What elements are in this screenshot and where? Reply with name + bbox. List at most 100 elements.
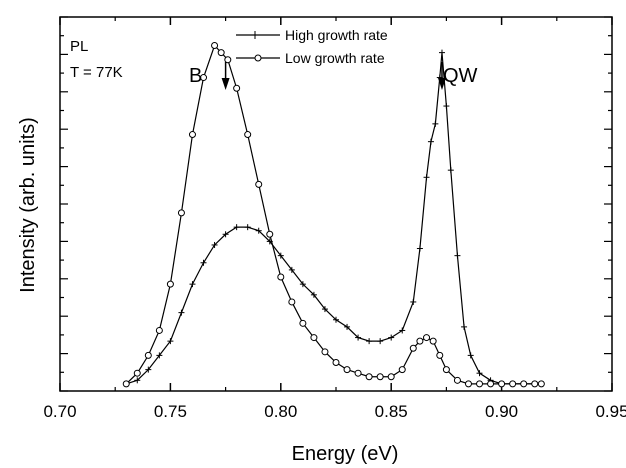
high-growth-rate-point — [476, 370, 483, 377]
annotation-b: B — [189, 65, 202, 87]
high-growth-rate-point — [447, 167, 454, 174]
low-growth-rate-point — [166, 280, 174, 288]
high-growth-rate-point — [145, 366, 152, 373]
low-growth-rate-point — [476, 380, 484, 388]
low-growth-rate-point — [277, 273, 285, 281]
annotation-qw: QW — [443, 65, 478, 87]
high-growth-rate-point — [277, 252, 284, 259]
x-tick-label: 0.80 — [264, 402, 297, 421]
high-growth-rate-point — [189, 281, 196, 288]
high-growth-rate-point — [423, 174, 430, 181]
low-growth-rate-point — [416, 337, 424, 345]
low-growth-rate-point — [520, 380, 528, 388]
low-growth-rate-point — [498, 380, 506, 388]
x-tick-label: 0.75 — [154, 402, 187, 421]
low-growth-rate-point — [509, 380, 517, 388]
high-growth-rate-point — [321, 306, 328, 313]
high-growth-rate-point — [427, 138, 434, 145]
low-growth-rate-point — [133, 369, 141, 377]
low-growth-rate-point — [177, 209, 185, 217]
high-growth-rate-point — [211, 241, 218, 248]
series-low-growth-rate — [122, 41, 545, 388]
low-growth-rate-point — [188, 131, 196, 139]
low-growth-rate-point — [436, 351, 444, 359]
legend: High growth rate Low growth rate — [236, 27, 388, 66]
annotation-arrows — [221, 62, 446, 90]
plot-frame — [59, 16, 613, 392]
low-growth-rate-point — [266, 230, 274, 238]
high-growth-rate-point — [333, 316, 339, 323]
low-growth-rate-point — [387, 373, 395, 381]
low-growth-rate-point — [321, 348, 329, 356]
x-tick-label: 0.85 — [375, 402, 408, 421]
low-growth-rate-point — [255, 180, 263, 188]
high-growth-rate-point — [438, 49, 445, 56]
high-growth-rate-point — [200, 259, 207, 266]
legend-marker-low-growth-rate — [236, 54, 280, 62]
low-growth-rate-point — [343, 366, 351, 374]
low-growth-rate-point — [211, 41, 219, 49]
high-growth-rate-point — [443, 103, 450, 110]
high-growth-rate-point — [156, 352, 163, 359]
high-growth-rate-point — [410, 298, 417, 305]
series-high-growth-rate — [123, 49, 545, 387]
plot-axes — [59, 16, 613, 392]
low-growth-rate-point — [537, 380, 545, 388]
low-growth-rate-line — [125, 44, 542, 385]
legend-label-low-growth-rate: Low growth rate — [285, 50, 385, 66]
low-growth-rate-point — [332, 359, 340, 367]
low-growth-rate-point — [200, 74, 208, 82]
low-growth-rate-point — [288, 298, 296, 306]
low-growth-rate-point — [224, 56, 232, 64]
high-growth-rate-point — [233, 224, 240, 231]
high-growth-rate-line — [126, 52, 542, 385]
high-growth-rate-point — [288, 266, 295, 273]
legend-label-high-growth-rate: High growth rate — [285, 27, 388, 43]
arrow-head — [221, 78, 230, 90]
low-growth-rate-point — [354, 369, 362, 377]
high-growth-rate-point — [388, 334, 395, 341]
low-growth-rate-point — [464, 380, 472, 388]
y-axis-label: Intensity (arb. units) — [17, 117, 39, 293]
low-growth-rate-point — [442, 366, 450, 374]
low-growth-rate-point — [409, 344, 417, 352]
low-growth-rate-point — [531, 380, 539, 388]
low-growth-rate-point — [398, 366, 406, 374]
arrow-head — [437, 78, 446, 90]
low-growth-rate-point — [376, 373, 384, 381]
high-growth-rate-point — [399, 327, 406, 334]
low-growth-rate-point — [487, 380, 495, 388]
high-growth-rate-point — [454, 252, 461, 259]
low-growth-rate-point — [144, 351, 152, 359]
high-growth-rate-point — [344, 323, 351, 330]
high-growth-rate-point — [310, 291, 317, 298]
high-growth-rate-point — [366, 338, 373, 345]
x-tick-label: 0.95 — [595, 402, 626, 421]
high-growth-rate-point — [416, 245, 423, 252]
low-growth-rate-point — [453, 376, 461, 384]
low-growth-rate-point — [217, 49, 225, 57]
high-growth-rate-point — [299, 281, 306, 288]
low-growth-rate-point — [233, 84, 241, 92]
high-growth-rate-point — [467, 352, 474, 359]
high-growth-rate-point — [244, 224, 251, 231]
annotation-pl: PL — [70, 38, 88, 55]
annotation-temperature: T = 77K — [70, 64, 123, 81]
high-growth-rate-point — [167, 338, 174, 345]
legend-marker-high-growth-rate — [236, 31, 280, 39]
low-growth-rate-point — [122, 380, 130, 388]
high-growth-rate-point — [134, 377, 141, 384]
high-growth-rate-point — [432, 120, 439, 127]
high-growth-rate-point — [178, 309, 185, 316]
low-growth-rate-point — [365, 373, 373, 381]
high-growth-rate-point — [355, 334, 362, 341]
x-axis-label: Energy (eV) — [292, 443, 399, 465]
low-growth-rate-point — [155, 326, 163, 334]
high-growth-rate-point — [255, 227, 262, 234]
high-growth-rate-point — [222, 231, 229, 238]
low-growth-rate-point — [244, 131, 252, 139]
high-growth-rate-point — [461, 323, 468, 330]
low-growth-rate-point — [299, 319, 307, 327]
x-tick-label: 0.90 — [485, 402, 518, 421]
